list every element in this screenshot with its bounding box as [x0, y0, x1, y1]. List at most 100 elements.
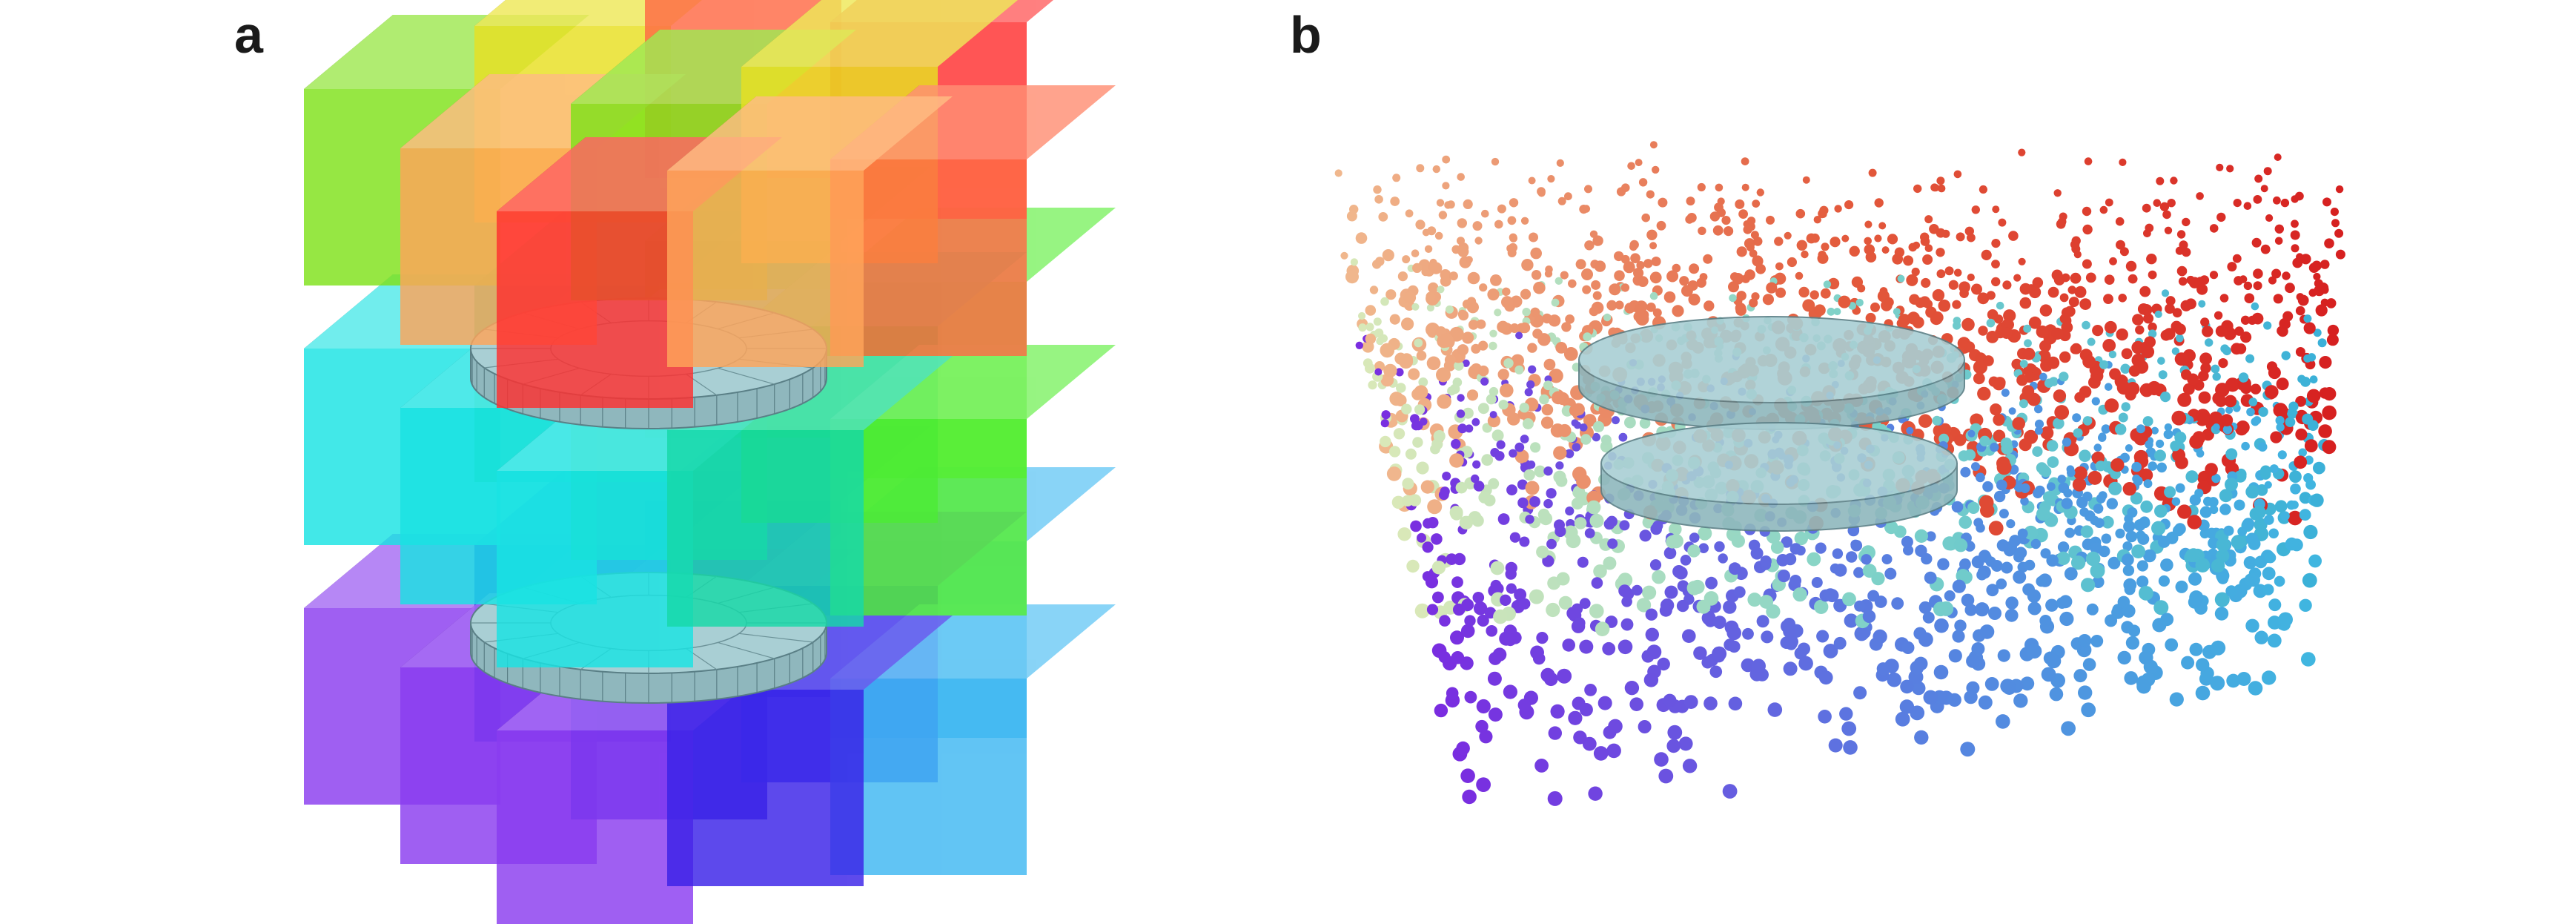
particle [1982, 481, 1993, 492]
particle [1975, 602, 1990, 617]
particle [1491, 157, 1500, 166]
particle [1649, 242, 1658, 250]
particle-points [1334, 141, 2345, 806]
particle [1637, 276, 1649, 287]
particle [2019, 283, 2032, 295]
particle [2270, 431, 2282, 443]
particle [1746, 242, 1754, 250]
particle [1350, 258, 1358, 266]
particle [1427, 517, 1439, 529]
particle [2262, 670, 2277, 685]
particle [2122, 482, 2136, 496]
particle [1511, 354, 1524, 368]
particle [2136, 530, 2146, 541]
particle [1414, 385, 1428, 400]
particle [1540, 416, 1554, 429]
particle [2236, 420, 2250, 435]
particle [1540, 667, 1555, 683]
particle [1623, 261, 1635, 274]
particle [2065, 527, 2076, 538]
particle [1386, 466, 1402, 481]
particle [2102, 339, 2116, 352]
particle [2225, 448, 2238, 461]
particle [2290, 484, 2301, 495]
particle [2139, 586, 2153, 601]
particle [1595, 621, 1610, 636]
particle [1802, 176, 1810, 184]
particle [1490, 561, 1505, 575]
particle [1988, 521, 2004, 536]
particle [1992, 205, 2000, 214]
particle [2318, 424, 2332, 438]
particle [2189, 434, 2204, 449]
particle [1519, 536, 1530, 547]
particle [1901, 535, 1913, 548]
particle [1920, 237, 1930, 246]
particle [1487, 415, 1500, 428]
particle [1549, 369, 1563, 383]
particle [1591, 280, 1601, 290]
particle [1579, 703, 1593, 716]
particle [1937, 184, 1946, 193]
particle [1391, 495, 1405, 509]
particle [1422, 541, 1434, 553]
particle [2291, 220, 2299, 228]
particle [1546, 488, 1557, 499]
particle [1664, 585, 1678, 599]
particle [1874, 234, 1882, 242]
particle [1979, 624, 1995, 639]
particle [1438, 489, 1449, 501]
particle [1394, 394, 1407, 407]
particle [2056, 219, 2066, 229]
particle [1854, 600, 1866, 612]
particle [1938, 423, 1952, 436]
particle [2032, 446, 2043, 458]
particle [1427, 226, 1437, 236]
particle [1592, 432, 1600, 442]
particle [1397, 271, 1408, 282]
particle [1456, 409, 1466, 418]
particle [1402, 478, 1414, 490]
particle [1728, 640, 1741, 653]
particle [1814, 304, 1826, 317]
particle [1550, 704, 1565, 719]
particle [2005, 596, 2019, 610]
particle [2117, 650, 2131, 665]
particle [1942, 536, 1957, 551]
particle [1649, 559, 1662, 571]
particle [1703, 300, 1715, 311]
particle [2214, 592, 2230, 607]
particle [1986, 331, 1999, 343]
particle [1884, 567, 1897, 580]
particle [1724, 226, 1734, 237]
particle [2208, 411, 2223, 426]
particle [2222, 425, 2233, 435]
particle [1712, 225, 1724, 236]
particle [2073, 669, 2087, 683]
particle [1503, 633, 1517, 647]
particle [2002, 280, 2012, 290]
particle [1436, 367, 1451, 383]
particle [2024, 525, 2039, 540]
particle [1985, 556, 1996, 567]
particle [1659, 604, 1672, 617]
particle [1930, 183, 1939, 192]
particle [2047, 456, 2059, 468]
particle [2133, 449, 2148, 464]
particle [2209, 271, 2219, 280]
particle [1457, 218, 1468, 228]
particle [2268, 528, 2279, 539]
particle [1911, 267, 1920, 277]
particle [1365, 305, 1377, 316]
particle [2259, 465, 2271, 477]
particle [2290, 230, 2300, 240]
particle [1798, 656, 1813, 671]
particle [2310, 493, 2324, 507]
particle [2121, 402, 2130, 412]
particle [2154, 449, 2166, 462]
particle [1473, 481, 1485, 492]
particle [1874, 595, 1887, 608]
particle [2194, 489, 2204, 498]
particle [2181, 656, 2195, 670]
particle [1609, 283, 1621, 296]
